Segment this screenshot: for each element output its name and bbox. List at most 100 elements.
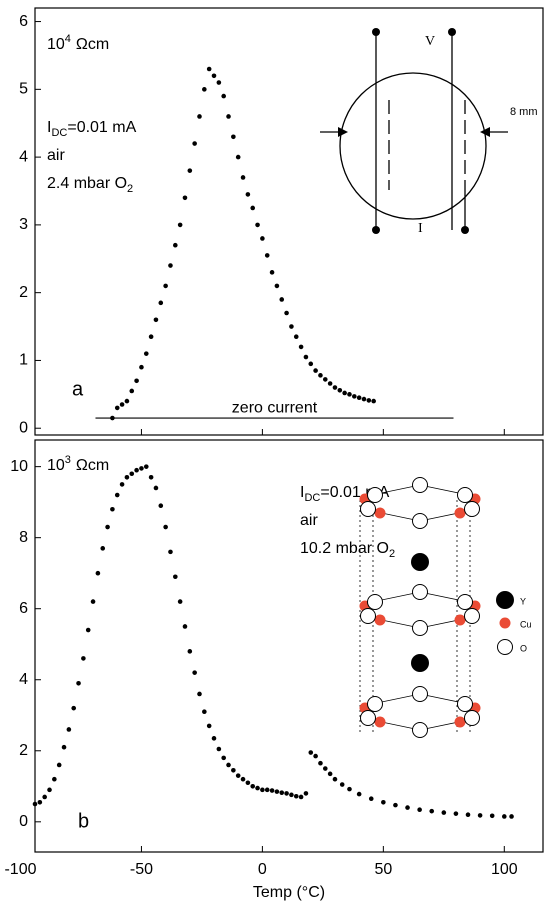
data-point [274,789,280,794]
y-tick-label: 8 [19,529,28,546]
condition-note-part: I [47,119,51,136]
data-point [177,599,183,604]
y-tick-label: 6 [19,600,28,617]
data-point [264,787,270,793]
o-atom [412,686,428,702]
data-point [303,791,309,796]
data-point [163,524,168,530]
data-point [216,80,222,85]
data-point [173,242,178,248]
data-point [289,792,294,798]
data-point [332,385,338,390]
condition-note: IDC=0.01 mA [47,119,137,139]
o-atom [367,594,383,610]
data-point [202,87,207,92]
data-point [245,192,251,197]
y-tick-label: 5 [19,81,28,98]
data-point [226,114,231,119]
data-point [453,811,459,816]
legend-cu [499,617,511,629]
panel-label: b [78,810,89,832]
data-point [124,398,130,404]
condition-note-part: I [300,484,304,501]
data-point [134,467,139,473]
data-point [318,760,323,766]
x-tick-label: 0 [258,861,267,878]
condition-note-part: DC [304,492,320,504]
y-atom [411,654,429,672]
y-tick-label: 2 [19,742,28,759]
data-point [289,324,294,329]
condition-note: 2.4 mbar O2 [47,175,133,195]
condition-note-part: 2 [389,548,395,560]
data-point [221,93,226,99]
data-point [47,787,52,793]
data-point [85,627,91,633]
data-point [231,134,236,140]
data-point [95,570,101,576]
resistance-unit: Ωcm [76,36,109,53]
data-point [337,387,343,393]
data-point [240,776,246,782]
inset-label: I [418,221,423,236]
data-point [56,762,62,768]
data-point [489,813,495,819]
panel-label: a [72,378,84,400]
data-point [197,114,202,119]
data-point [332,776,338,782]
data-point [153,317,159,323]
data-point [182,624,188,629]
data-point [274,283,280,289]
data-point [368,796,374,802]
data-point [284,310,289,316]
data-point [352,394,357,399]
data-point [279,790,285,795]
sample-disk [339,72,487,220]
data-point [235,773,241,778]
data-point [168,263,173,268]
data-point [211,736,217,741]
data-point [163,283,168,289]
data-point [284,791,289,796]
legend-label: Cu [520,619,532,629]
resistance-exp: 3 [65,454,71,466]
data-point [211,73,217,79]
resistance-exp: 4 [65,33,71,45]
data-point [509,814,514,819]
data-point [429,808,435,814]
data-point [501,814,507,819]
y-tick-label: 6 [19,13,28,30]
cu-atom [454,507,466,519]
data-point [153,485,159,491]
data-point [255,222,260,228]
data-point [42,794,47,800]
data-point [66,727,72,732]
data-point [250,205,256,211]
data-point [293,334,299,340]
o-atom [412,722,428,738]
condition-note: air [47,147,65,164]
data-point [148,474,154,480]
x-axis-label: Temp (°C) [253,884,325,901]
o-atom [457,594,473,610]
x-tick-label: 50 [374,861,392,878]
data-point [129,471,135,477]
data-point [81,656,86,661]
data-point [322,766,328,771]
data-point [293,793,299,799]
data-point [182,195,188,201]
condition-note-part: 2 [127,183,133,195]
contact-dot [461,226,469,234]
data-point [313,368,318,373]
data-point [356,395,362,401]
o-atom [360,710,376,726]
data-point [250,783,256,789]
condition-note-part: 10.2 mbar O [300,540,389,557]
y-tick-label: 0 [19,813,28,830]
annotation: zero current [232,399,318,416]
data-point [221,755,226,761]
resistance-base: 10 [47,457,65,474]
data-point [342,390,347,396]
cu-atom [374,614,386,626]
data-point [308,361,314,367]
